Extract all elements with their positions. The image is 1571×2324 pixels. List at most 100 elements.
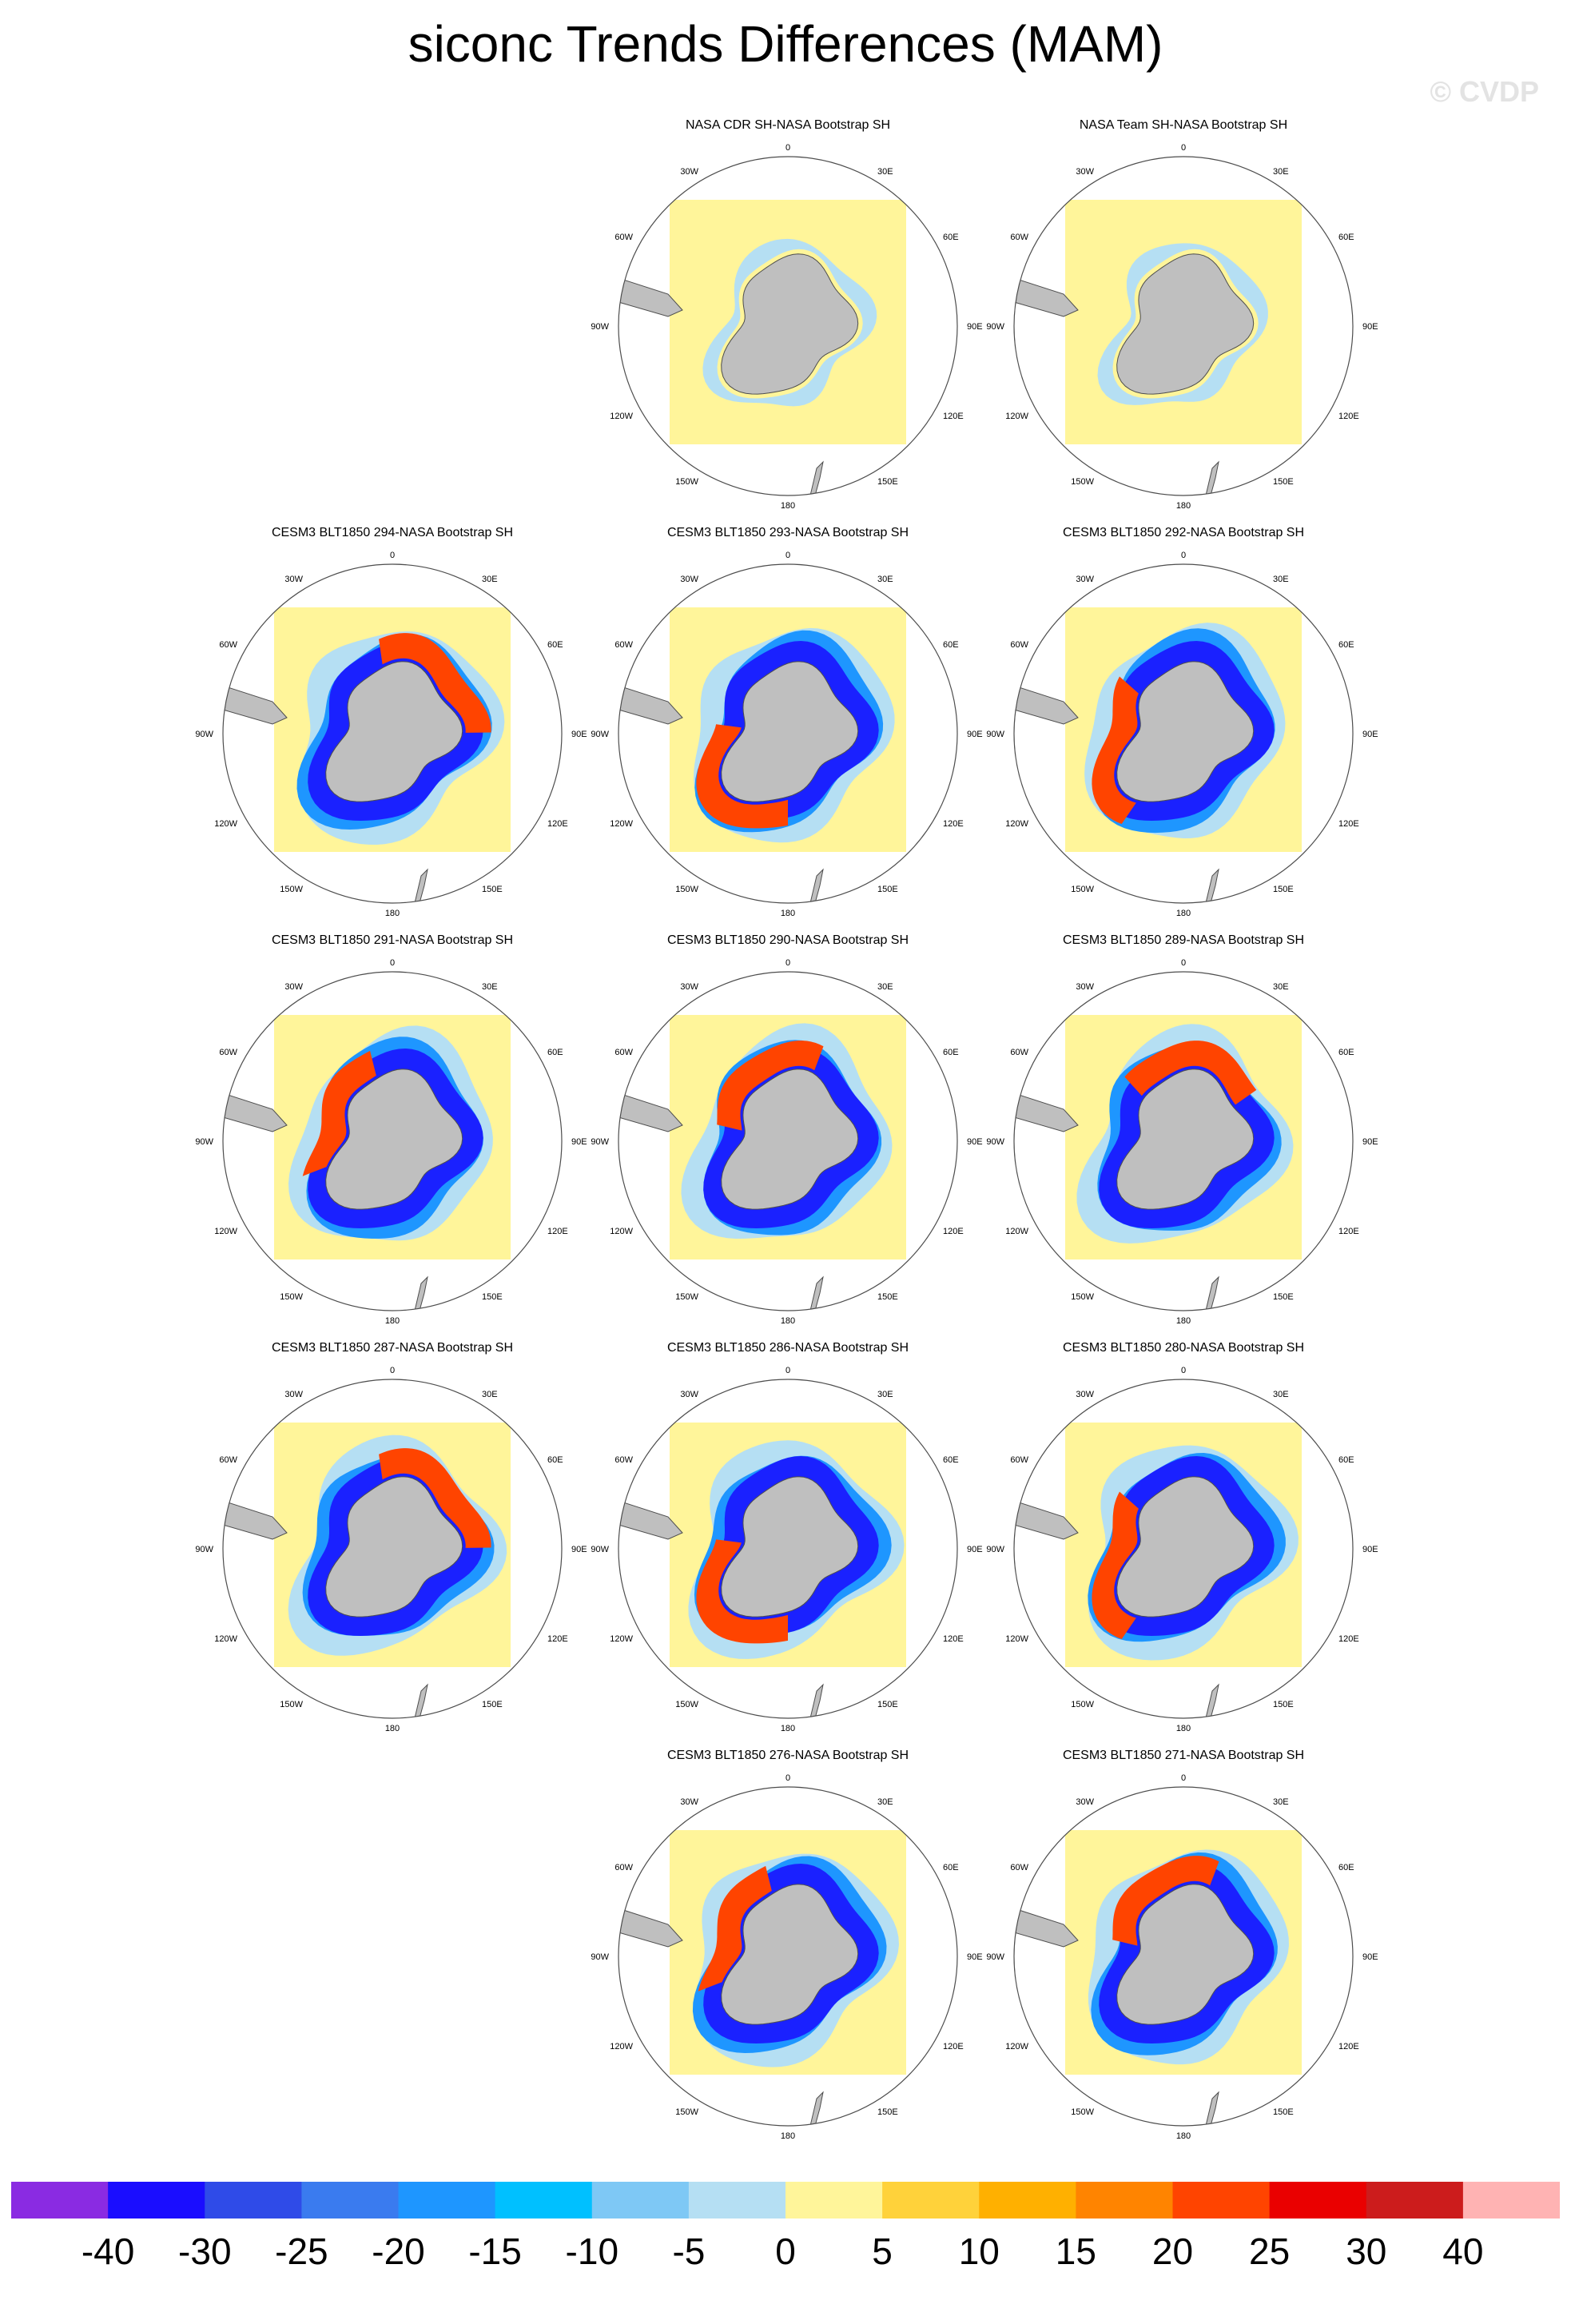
- new-zealand-land: [809, 1275, 824, 1311]
- longitude-label: 150W: [280, 1292, 303, 1302]
- new-zealand-land: [414, 868, 428, 903]
- longitude-label: 0: [786, 551, 790, 560]
- longitude-label: 120E: [547, 819, 568, 829]
- longitude-label: 90W: [591, 1545, 609, 1554]
- longitude-label: 60E: [1338, 1455, 1354, 1465]
- longitude-label: 90E: [967, 1545, 983, 1554]
- longitude-label: 0: [786, 1366, 790, 1375]
- longitude-label: 30W: [680, 1797, 698, 1807]
- longitude-label: 60W: [614, 233, 633, 242]
- map-field: [1014, 607, 1302, 903]
- colorbar-swatch: [1076, 2182, 1174, 2219]
- longitude-label: 60W: [614, 1863, 633, 1872]
- longitude-label: 120W: [610, 412, 633, 421]
- longitude-label: 180: [385, 909, 400, 918]
- antarctica-land: [1116, 253, 1255, 395]
- panel-292: CESM3 BLT1850 292-NASA Bootstrap SH 0 30E 6…: [984, 526, 1383, 925]
- polar-map: 0 30E 60E 90E 120E 150E 180 150W 120W 90W 60W 30W: [986, 143, 1378, 511]
- longitude-label: 120W: [1005, 1634, 1028, 1644]
- polar-map: 0 30E 60E 90E 120E 150E 180 150W 120W 90W 60W 30W: [986, 958, 1378, 1326]
- longitude-label: 90W: [986, 1952, 1004, 1962]
- new-zealand-land: [1205, 460, 1219, 495]
- longitude-label: 180: [781, 2131, 795, 2141]
- panel-title: CESM3 BLT1850 290-NASA Bootstrap SH: [666, 933, 909, 947]
- panel-291: CESM3 BLT1850 291-NASA Bootstrap SH 0 30E 6…: [193, 933, 592, 1333]
- longitude-label: 90E: [1362, 1952, 1378, 1962]
- longitude-label: 150W: [1071, 1700, 1094, 1709]
- longitude-label: 60W: [219, 640, 237, 650]
- longitude-label: 60W: [614, 1455, 633, 1465]
- antarctica-land: [721, 661, 859, 802]
- antarctica-land: [1116, 1884, 1255, 2025]
- longitude-label: 150E: [482, 1700, 503, 1709]
- longitude-label: 0: [1181, 143, 1186, 153]
- colorbar-tick-label: 30: [1346, 2230, 1387, 2272]
- longitude-label: 120E: [1338, 819, 1359, 829]
- south-america-land: [618, 1500, 683, 1540]
- south-america-land: [1014, 1092, 1079, 1132]
- map-boundary: [1013, 156, 1354, 496]
- map-field: [1014, 1015, 1302, 1311]
- longitude-label: 30W: [1076, 167, 1094, 177]
- longitude-label: 90E: [967, 322, 983, 332]
- positive-anomaly: [379, 1448, 491, 1548]
- figure-title: siconc Trends Differences (MAM): [408, 15, 1163, 73]
- map-boundary: [222, 1379, 563, 1719]
- panel-293: CESM3 BLT1850 293-NASA Bootstrap SH 0 30E 6…: [588, 526, 988, 925]
- longitude-label: 90E: [1362, 730, 1378, 739]
- map-boundary: [618, 156, 958, 496]
- positive-anomaly: [698, 1865, 772, 1992]
- polar-map: 0 30E 60E 90E 120E 150E 180 150W 120W 90W 60W 30W: [195, 958, 587, 1326]
- longitude-label: 120W: [1005, 819, 1028, 829]
- longitude-label: 120E: [1338, 2042, 1359, 2051]
- longitude-label: 150E: [877, 885, 898, 894]
- south-america-land: [618, 277, 683, 317]
- longitude-label: 90W: [195, 1545, 213, 1554]
- map-field: [618, 607, 906, 903]
- map-field: [223, 607, 511, 903]
- longitude-label: 150E: [1273, 885, 1294, 894]
- longitude-label: 30E: [877, 1797, 893, 1807]
- map-boundary: [618, 1379, 958, 1719]
- polar-map: 0 30E 60E 90E 120E 150E 180 150W 120W 90W 60W 30W: [591, 143, 983, 511]
- map-field: [618, 1423, 906, 1718]
- longitude-label: 60W: [614, 1048, 633, 1057]
- longitude-label: 150W: [675, 1292, 698, 1302]
- antarctica-land: [1116, 1068, 1255, 1210]
- longitude-label: 30W: [680, 1390, 698, 1399]
- longitude-label: 150E: [1273, 2107, 1294, 2117]
- panel-nasa-team: NASA Team SH-NASA Bootstrap SH 0 30E 60E 90E…: [984, 118, 1383, 518]
- new-zealand-land: [414, 1683, 428, 1718]
- polar-map: 0 30E 60E 90E 120E 150E 180 150W 120W 90W 60W 30W: [591, 1366, 983, 1733]
- longitude-label: 150E: [1273, 1292, 1294, 1302]
- panel-nasa-cdr: NASA CDR SH-NASA Bootstrap SH 0 30E 60E 90E 1…: [588, 118, 988, 518]
- longitude-label: 30W: [284, 575, 303, 584]
- longitude-label: 30E: [877, 982, 893, 992]
- panel-title: CESM3 BLT1850 287-NASA Bootstrap SH: [271, 1341, 514, 1355]
- colorbar: [11, 2182, 1560, 2219]
- longitude-label: 180: [781, 909, 795, 918]
- longitude-label: 60W: [1010, 233, 1028, 242]
- longitude-label: 120E: [943, 412, 964, 421]
- longitude-label: 30E: [1273, 982, 1289, 992]
- longitude-label: 60E: [943, 640, 959, 650]
- longitude-label: 90E: [967, 1952, 983, 1962]
- map-field: [1014, 200, 1302, 495]
- longitude-label: 180: [781, 1316, 795, 1326]
- colorbar-tick-label: -40: [81, 2230, 135, 2272]
- panel-title: NASA CDR SH-NASA Bootstrap SH: [685, 118, 891, 132]
- colorbar-tick-label: 15: [1055, 2230, 1096, 2272]
- longitude-label: 60E: [943, 1455, 959, 1465]
- south-america-land: [223, 685, 288, 725]
- colorbar-tick-label: -25: [275, 2230, 328, 2272]
- longitude-label: 30W: [284, 982, 303, 992]
- longitude-label: 90E: [571, 1545, 587, 1554]
- positive-anomaly: [1112, 1856, 1219, 1946]
- longitude-label: 150W: [280, 1700, 303, 1709]
- panel-title: CESM3 BLT1850 271-NASA Bootstrap SH: [1062, 1749, 1305, 1762]
- map-boundary: [618, 1786, 958, 2127]
- colorbar-swatch: [495, 2182, 593, 2219]
- colorbar-swatch: [205, 2182, 302, 2219]
- longitude-label: 30E: [1273, 1390, 1289, 1399]
- longitude-label: 30W: [1076, 982, 1094, 992]
